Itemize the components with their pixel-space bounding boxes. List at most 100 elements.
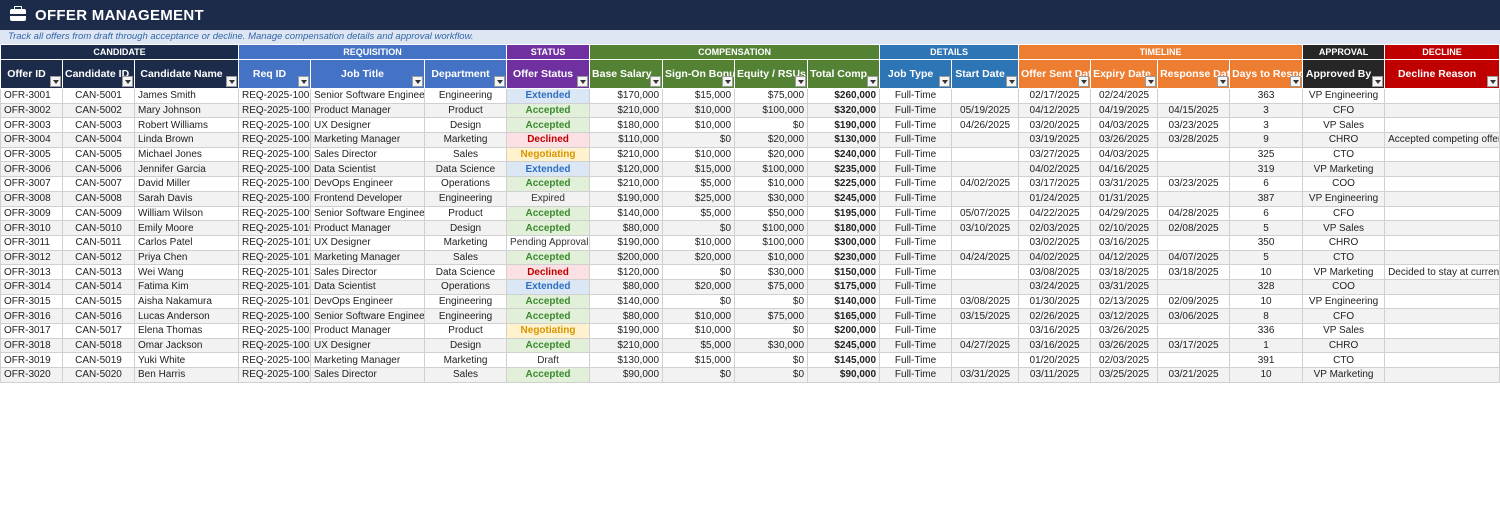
cell-days-to-respond[interactable]: 387: [1229, 190, 1304, 207]
cell-base-salary[interactable]: $140,000: [589, 293, 664, 310]
cell-candidate-name[interactable]: Elena Thomas: [134, 323, 239, 339]
cell-req-id[interactable]: REQ-2025-1003: [238, 337, 311, 354]
cell-total-comp[interactable]: $235,000: [807, 161, 881, 178]
cell-offer-status[interactable]: Extended: [506, 88, 591, 104]
cell-offer-id[interactable]: OFR-3003: [0, 117, 63, 134]
cell-offer-status[interactable]: Accepted: [506, 308, 591, 324]
cell-approved-by[interactable]: VP Engineering: [1302, 88, 1386, 104]
cell-candidate-name[interactable]: Omar Jackson: [134, 337, 239, 354]
cell-job-type[interactable]: Full-Time: [879, 337, 953, 354]
cell-candidate-name[interactable]: William Wilson: [134, 205, 239, 222]
cell-start-date[interactable]: 05/07/2025: [951, 205, 1020, 222]
cell-base-salary[interactable]: $110,000: [589, 132, 664, 148]
cell-approved-by[interactable]: CTO: [1302, 249, 1386, 266]
cell-days-to-respond[interactable]: 9: [1229, 132, 1304, 148]
filter-dropdown-icon[interactable]: [650, 76, 662, 87]
cell-response-date[interactable]: [1157, 352, 1231, 369]
cell-req-id[interactable]: REQ-2025-1015: [238, 293, 311, 310]
cell-job-title[interactable]: Product Manager: [310, 102, 425, 119]
cell-total-comp[interactable]: $195,000: [807, 205, 881, 222]
cell-start-date[interactable]: 04/02/2025: [951, 176, 1020, 192]
cell-candidate-id[interactable]: CAN-5015: [62, 293, 135, 310]
cell-response-date[interactable]: 04/07/2025: [1157, 249, 1231, 266]
cell-candidate-name[interactable]: Wei Wang: [134, 264, 239, 280]
cell-start-date[interactable]: [951, 352, 1020, 369]
table-row[interactable]: OFR-3003 CAN-5003 Robert Williams REQ-2025-…: [0, 117, 1500, 134]
cell-offer-sent-date[interactable]: 01/20/2025: [1018, 352, 1092, 369]
cell-approved-by[interactable]: VP Engineering: [1302, 293, 1386, 310]
cell-sign-on-bonus[interactable]: $5,000: [662, 205, 736, 222]
cell-base-salary[interactable]: $210,000: [589, 146, 664, 163]
cell-req-id[interactable]: REQ-2025-1005: [238, 367, 311, 383]
cell-sign-on-bonus[interactable]: $0: [662, 367, 736, 383]
cell-job-type[interactable]: Full-Time: [879, 205, 953, 222]
cell-candidate-name[interactable]: Sarah Davis: [134, 190, 239, 207]
table-row[interactable]: OFR-3019 CAN-5019 Yuki White REQ-2025-1004 M…: [0, 352, 1500, 369]
cell-approved-by[interactable]: CTO: [1302, 146, 1386, 163]
filter-dropdown-icon[interactable]: [412, 76, 423, 87]
cell-expiry-date[interactable]: 03/31/2025: [1090, 176, 1159, 192]
filter-dropdown-icon[interactable]: [494, 76, 506, 87]
table-row[interactable]: OFR-3010 CAN-5010 Emily Moore REQ-2025-1010…: [0, 220, 1500, 236]
cell-equity[interactable]: $0: [734, 117, 809, 134]
cell-decline-reason[interactable]: [1384, 161, 1500, 178]
cell-response-date[interactable]: 03/23/2025: [1157, 117, 1231, 134]
cell-department[interactable]: Marketing: [423, 352, 508, 369]
cell-total-comp[interactable]: $190,000: [807, 117, 881, 134]
cell-expiry-date[interactable]: 01/31/2025: [1090, 190, 1159, 207]
cell-job-title[interactable]: Marketing Manager: [310, 132, 425, 148]
cell-sign-on-bonus[interactable]: $0: [662, 264, 736, 280]
cell-response-date[interactable]: [1157, 146, 1231, 163]
cell-offer-id[interactable]: OFR-3017: [0, 323, 63, 339]
cell-job-title[interactable]: Product Manager: [310, 220, 425, 236]
cell-candidate-id[interactable]: CAN-5012: [62, 249, 135, 266]
cell-sign-on-bonus[interactable]: $10,000: [662, 102, 736, 119]
cell-department[interactable]: Design: [423, 220, 508, 236]
cell-start-date[interactable]: [951, 132, 1020, 148]
cell-days-to-respond[interactable]: 6: [1229, 176, 1304, 192]
cell-decline-reason[interactable]: [1384, 117, 1500, 134]
cell-total-comp[interactable]: $200,000: [807, 323, 881, 339]
cell-equity[interactable]: $20,000: [734, 146, 809, 163]
cell-response-date[interactable]: 03/06/2025: [1157, 308, 1231, 324]
cell-req-id[interactable]: REQ-2025-1011: [238, 234, 311, 251]
cell-equity[interactable]: $100,000: [734, 161, 809, 178]
cell-job-type[interactable]: Full-Time: [879, 146, 953, 163]
filter-dropdown-icon[interactable]: [1290, 76, 1302, 87]
cell-response-date[interactable]: 03/18/2025: [1157, 264, 1231, 280]
cell-offer-status[interactable]: Accepted: [506, 220, 591, 236]
cell-equity[interactable]: $0: [734, 293, 809, 310]
cell-job-title[interactable]: Marketing Manager: [310, 249, 425, 266]
cell-job-title[interactable]: Marketing Manager: [310, 352, 425, 369]
cell-response-date[interactable]: [1157, 161, 1231, 178]
cell-offer-sent-date[interactable]: 03/08/2025: [1018, 264, 1092, 280]
cell-decline-reason[interactable]: [1384, 220, 1500, 236]
cell-expiry-date[interactable]: 04/29/2025: [1090, 205, 1159, 222]
cell-decline-reason[interactable]: [1384, 278, 1500, 295]
cell-sign-on-bonus[interactable]: $0: [662, 293, 736, 310]
cell-job-title[interactable]: Frontend Developer: [310, 190, 425, 207]
cell-offer-status[interactable]: Pending Approval: [506, 234, 591, 251]
table-row[interactable]: OFR-3014 CAN-5014 Fatima Kim REQ-2025-1014 D…: [0, 278, 1500, 295]
cell-job-type[interactable]: Full-Time: [879, 117, 953, 134]
cell-candidate-id[interactable]: CAN-5006: [62, 161, 135, 178]
cell-total-comp[interactable]: $130,000: [807, 132, 881, 148]
cell-sign-on-bonus[interactable]: $10,000: [662, 323, 736, 339]
cell-decline-reason[interactable]: [1384, 234, 1500, 251]
cell-days-to-respond[interactable]: 336: [1229, 323, 1304, 339]
cell-candidate-id[interactable]: CAN-5011: [62, 234, 135, 251]
cell-department[interactable]: Engineering: [423, 88, 508, 104]
cell-job-type[interactable]: Full-Time: [879, 367, 953, 383]
cell-days-to-respond[interactable]: 328: [1229, 278, 1304, 295]
cell-req-id[interactable]: REQ-2025-1010: [238, 220, 311, 236]
cell-expiry-date[interactable]: 03/18/2025: [1090, 264, 1159, 280]
cell-offer-id[interactable]: OFR-3015: [0, 293, 63, 310]
cell-approved-by[interactable]: CHRO: [1302, 337, 1386, 354]
cell-offer-id[interactable]: OFR-3002: [0, 102, 63, 119]
cell-candidate-id[interactable]: CAN-5014: [62, 278, 135, 295]
filter-dropdown-icon[interactable]: [795, 76, 807, 87]
cell-decline-reason[interactable]: [1384, 352, 1500, 369]
cell-offer-id[interactable]: OFR-3006: [0, 161, 63, 178]
cell-total-comp[interactable]: $245,000: [807, 190, 881, 207]
cell-total-comp[interactable]: $240,000: [807, 146, 881, 163]
